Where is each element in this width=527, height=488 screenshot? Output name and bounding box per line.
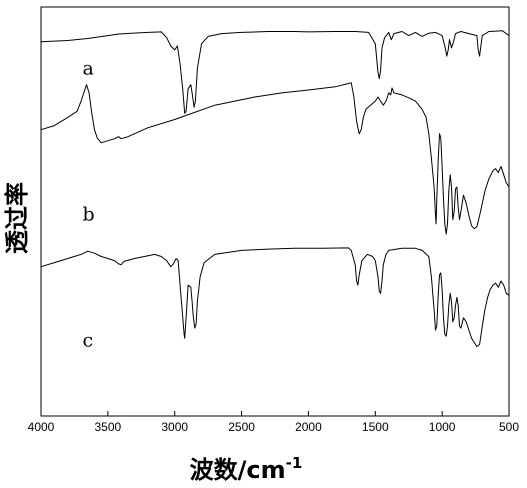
- x-tick-label: 1000: [429, 420, 456, 434]
- x-tick-label: 2000: [295, 420, 322, 434]
- spectra: [40, 30, 510, 347]
- spectrum-line-c: [40, 247, 510, 347]
- x-tick-label: 3500: [95, 420, 122, 434]
- x-tick-label: 2500: [228, 420, 255, 434]
- series-labels: a b c: [82, 57, 94, 351]
- x-tick-label: 3000: [161, 420, 188, 434]
- x-axis-title: 波数/cm-1: [190, 454, 303, 484]
- series-label-c: c: [82, 329, 93, 351]
- plot-frame: [40, 6, 510, 417]
- spectrum-line-b: [40, 82, 510, 235]
- x-tick-label: 1500: [362, 420, 389, 434]
- series-label-a: a: [82, 57, 93, 79]
- x-axis-ticks: 4000 3500 3000 2500 2000 1500 1000 500: [28, 411, 519, 434]
- y-axis-title: 透过率: [3, 182, 31, 254]
- x-tick-label: 4000: [28, 420, 55, 434]
- x-tick-label: 500: [499, 420, 519, 434]
- spectrum-line-a: [40, 30, 510, 114]
- series-label-b: b: [82, 203, 94, 225]
